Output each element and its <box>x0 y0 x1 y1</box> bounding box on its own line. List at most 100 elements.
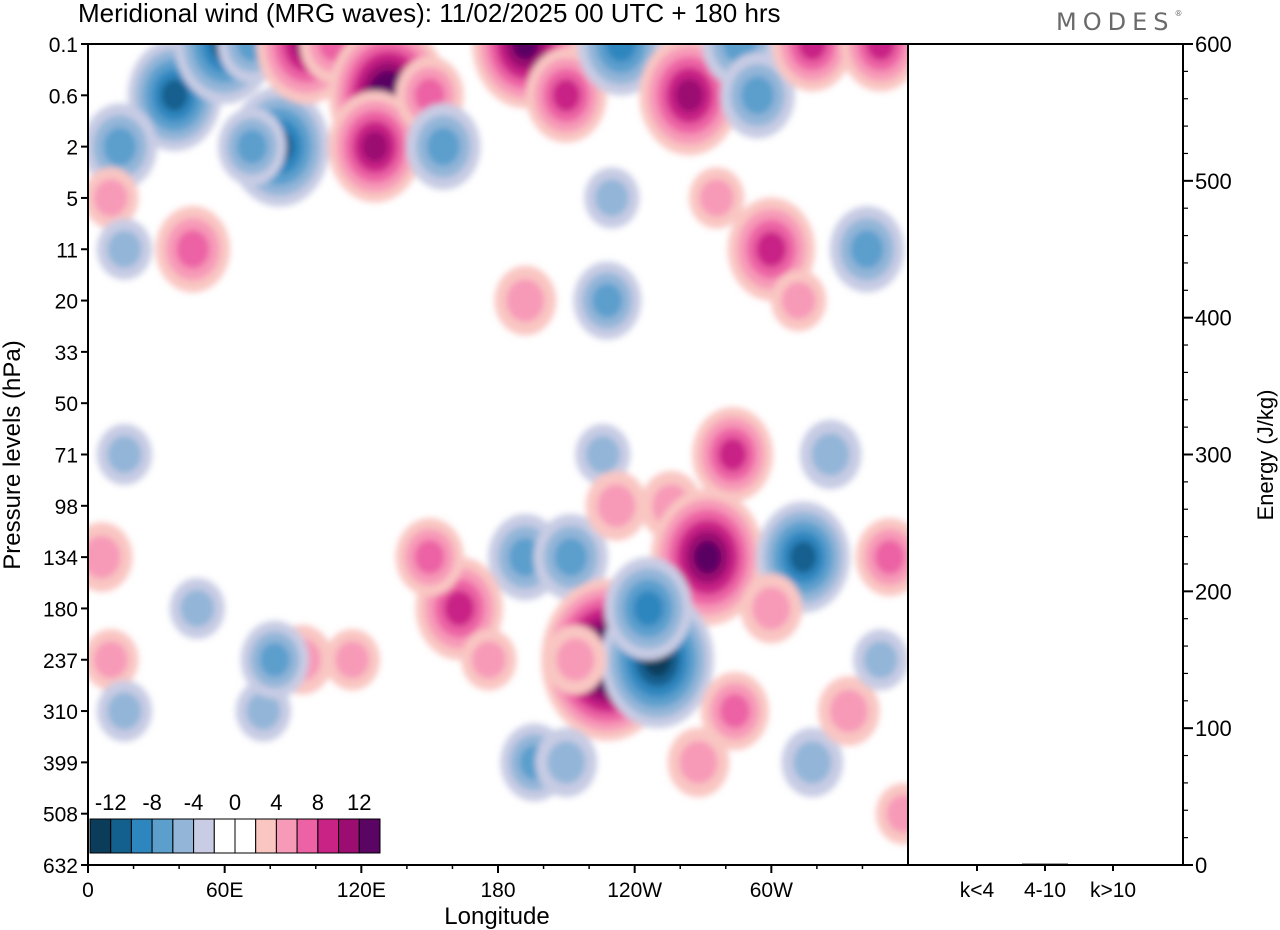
contour-level-39-5 <box>789 541 817 574</box>
contour-level-47-2 <box>180 589 215 628</box>
colorbar-label-0: -12 <box>95 790 127 815</box>
colorbar-swatch-2 <box>130 818 153 854</box>
y-tick-label-2: 2 <box>66 137 78 160</box>
energy-tick-label-2: 200 <box>1195 579 1232 604</box>
contour-level-63-2 <box>863 640 898 679</box>
contour-level-25-3 <box>176 230 210 269</box>
colorbar-label-6: 12 <box>347 790 371 815</box>
contour-level-12-6 <box>512 44 539 60</box>
contour-cell-55 <box>604 556 692 661</box>
contour-level-30-2 <box>585 435 620 474</box>
colorbar-swatch-4 <box>172 818 195 854</box>
contour-level-61-2 <box>793 740 832 784</box>
pressure-axis: 0.1 0.6 2 5 11 20 33 50 71 98 134 180 237 310 399 508 63… <box>43 34 88 878</box>
contour-cell-50 <box>88 522 133 592</box>
contour-cell-21 <box>584 167 640 229</box>
colorbar-swatch-11 <box>317 818 340 854</box>
contour-level-0-5 <box>161 79 188 112</box>
energy-tick-label-0: 0 <box>1195 853 1207 878</box>
contour-level-20-2 <box>93 179 128 217</box>
contour-cell-52 <box>96 680 153 742</box>
contour-cell-36 <box>585 471 648 541</box>
contour-cell-11 <box>406 103 481 190</box>
contour-level-22-2 <box>699 179 734 217</box>
contour-field <box>88 44 908 845</box>
x-tick-label-3: 180 <box>480 879 515 902</box>
contour-level-17-3 <box>741 76 775 115</box>
y-tick-label-10: 134 <box>43 547 78 570</box>
contour-level-38-6 <box>693 540 722 574</box>
contour-level-59-2 <box>679 740 718 784</box>
contour-level-23-4 <box>756 231 787 268</box>
colorbar-label-2: -4 <box>184 790 204 815</box>
contour-cell-31 <box>692 407 774 502</box>
contour-cell-51 <box>88 629 139 691</box>
y-tick-label-15: 508 <box>43 804 78 827</box>
contour-level-13-4 <box>552 78 581 112</box>
energy-categories: k<4 4-10 k>10 <box>960 865 1136 902</box>
y-tick-label-16: 632 <box>43 855 78 878</box>
y-tick-label-0: 0.1 <box>49 34 78 57</box>
contour-level-9-5 <box>361 130 389 163</box>
contour-cell-56 <box>544 624 607 695</box>
contour-level-60-3 <box>719 693 750 729</box>
contour-level-19-4 <box>866 44 895 61</box>
contour-level-27-2 <box>506 279 545 322</box>
energy-cat-label-2: k>10 <box>1090 879 1136 902</box>
energy-tick-label-4: 400 <box>1195 306 1232 331</box>
plot-frame <box>87 43 909 866</box>
contour-cell-35 <box>533 513 609 601</box>
chart-title: Meridional wind (MRG waves): 11/02/2025 … <box>78 0 781 28</box>
contour-cell-41 <box>740 573 803 644</box>
contour-level-28-3 <box>592 283 623 318</box>
contour-cell-64 <box>875 783 908 845</box>
colorbar-swatch-0 <box>89 818 112 854</box>
energy-frame <box>907 43 1184 866</box>
contour-level-58-2 <box>547 740 586 784</box>
colorbar-swatch-8 <box>255 818 277 854</box>
energy-bar-1 <box>1022 863 1068 865</box>
contour-level-55-4 <box>633 590 664 627</box>
contour-level-14-4 <box>605 44 637 62</box>
contour-cell-32 <box>799 419 862 490</box>
energy-tick-label-6: 600 <box>1195 32 1232 57</box>
contour-cell-47 <box>169 577 225 640</box>
colorbar-swatch-5 <box>193 818 215 854</box>
contour-level-31-4 <box>718 438 747 471</box>
colorbar-label-4: 4 <box>270 790 282 815</box>
y-tick-label-7: 50 <box>55 393 78 416</box>
contour-cell-20 <box>88 167 139 229</box>
colorbar-swatch-1 <box>110 818 132 854</box>
contour-level-24-3 <box>850 230 884 269</box>
y-axis-label: Pressure levels (hPa) <box>0 340 26 569</box>
contour-level-44-2 <box>471 640 506 679</box>
contour-cell-59 <box>667 727 730 798</box>
contour-level-29-2 <box>781 281 816 320</box>
energy-tick-label-5: 500 <box>1195 169 1232 194</box>
colorbar-swatch-9 <box>275 818 298 854</box>
brand-mark: ® <box>1174 9 1183 18</box>
energy-cat-label-0: k<4 <box>960 879 995 902</box>
x-tick-label-5: 60W <box>750 879 793 902</box>
contour-level-18-4 <box>798 44 827 61</box>
contour-cell-60 <box>700 672 769 751</box>
y-tick-label-3: 5 <box>66 188 78 211</box>
contour-cell-9 <box>328 90 422 203</box>
contour-cell-38 <box>651 488 764 626</box>
contour-level-42-4 <box>444 590 475 627</box>
colorbar-label-1: -8 <box>142 790 162 815</box>
contour-level-33-2 <box>107 435 142 474</box>
y-tick-label-5: 20 <box>55 291 78 314</box>
x-tick-label-4: 120W <box>607 879 662 902</box>
energy-bar-0 <box>954 864 1000 866</box>
colorbar-swatch-7 <box>234 818 257 854</box>
colorbar-label-3: 0 <box>229 790 241 815</box>
y-tick-label-9: 98 <box>55 496 78 519</box>
contour-cell-5 <box>218 107 286 186</box>
contour-level-36-2 <box>597 484 636 528</box>
energy-cat-label-1: 4-10 <box>1024 879 1066 902</box>
contour-cell-63 <box>853 629 908 691</box>
longitude-axis: 0 60E 120E 180 120W 60W <box>82 865 864 902</box>
colorbar-swatch-12 <box>338 818 360 854</box>
contour-level-41-2 <box>752 587 791 630</box>
